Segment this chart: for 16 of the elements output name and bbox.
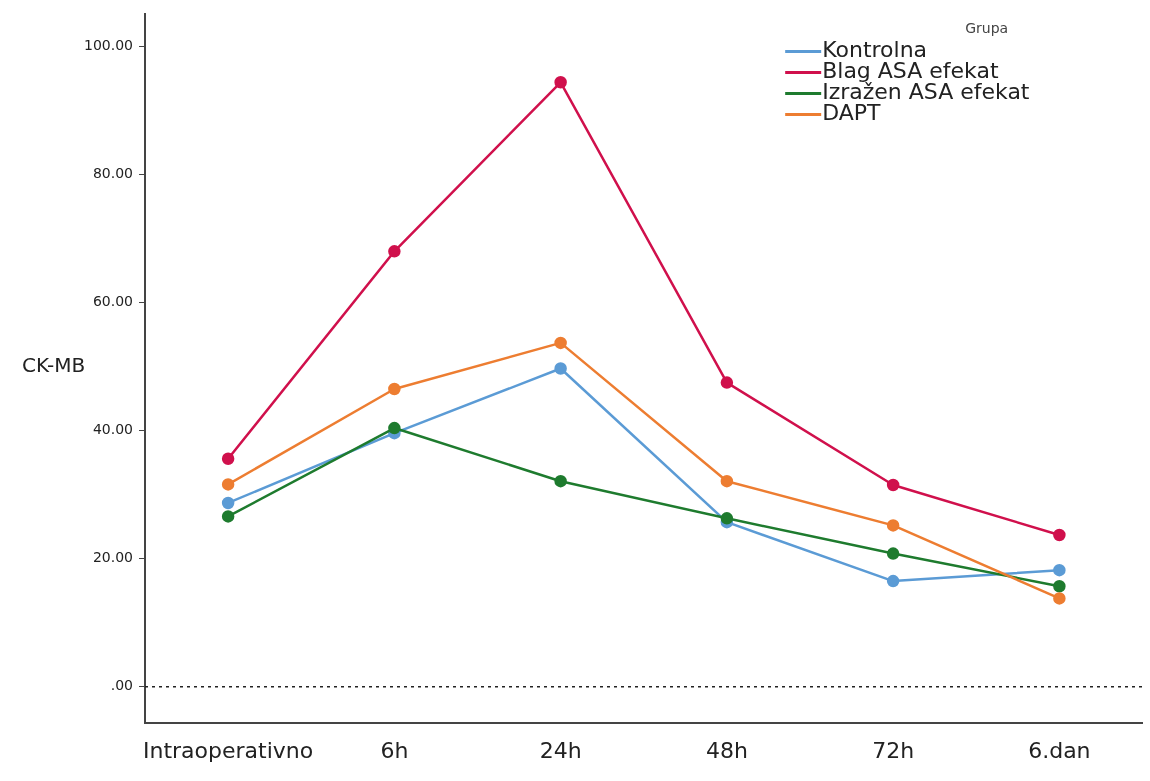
legend-label: Kontrolna [822,37,928,63]
y-tick-label: 80.00 [92,165,133,182]
x-tick-label: 6h [380,737,409,763]
y-tick-label: 60.00 [92,293,133,310]
x-tick-label: Intraoperativno [143,737,314,763]
x-tick-label: 48h [705,737,748,763]
y-tick-label: 40.00 [92,421,133,438]
y-tick-label: .00 [110,677,133,694]
x-tick-label: 72h [872,737,915,763]
y-axis-title: CK-MB [22,352,86,377]
x-tick-label: 6.dan [1028,737,1091,763]
legend-title: Grupa [965,20,1009,37]
y-tick-label: 20.00 [92,549,133,566]
legend-label: DAPT [822,100,882,126]
x-tick-label: 24h [539,737,582,763]
y-tick-label: 100.00 [84,37,133,54]
